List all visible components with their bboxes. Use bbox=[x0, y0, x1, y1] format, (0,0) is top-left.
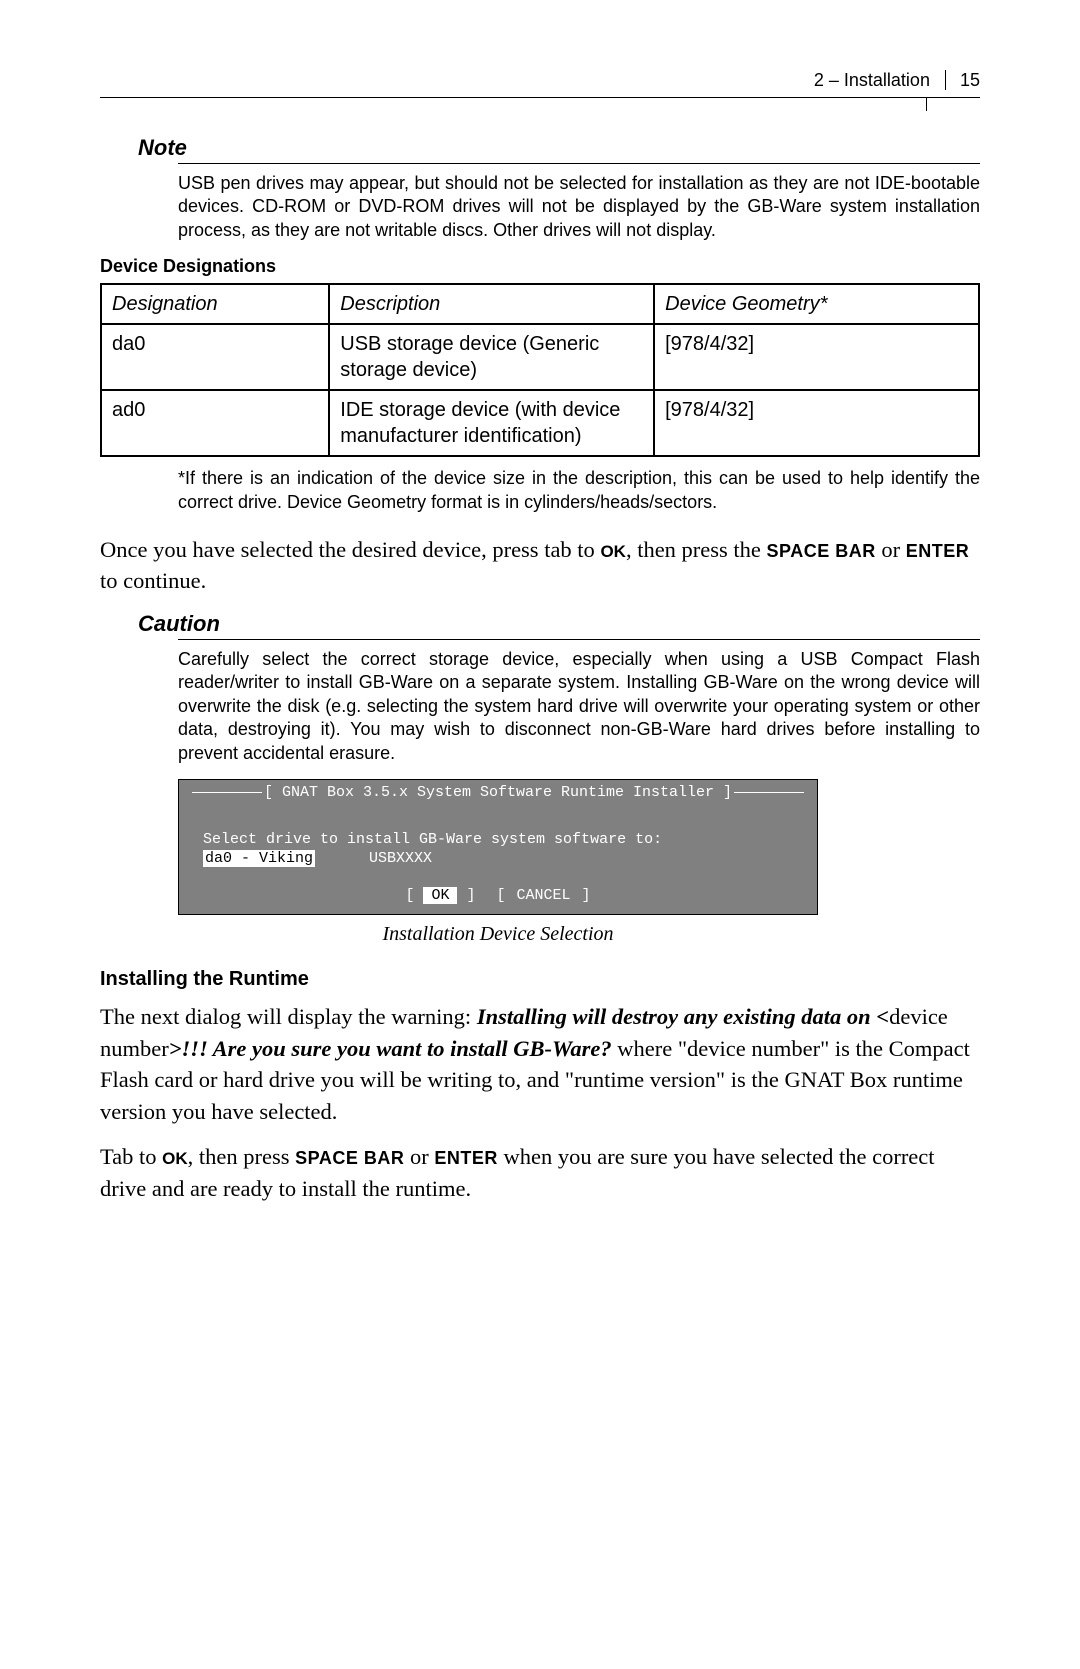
installing-runtime-p1: The next dialog will display the warning… bbox=[100, 1001, 980, 1127]
text: The next dialog will display the warning… bbox=[100, 1004, 477, 1029]
terminal-title-text: [ GNAT Box 3.5.x System Software Runtime… bbox=[264, 784, 732, 801]
note-body: USB pen drives may appear, but should no… bbox=[178, 172, 980, 242]
text: to continue. bbox=[100, 568, 206, 593]
terminal-caption: Installation Device Selection bbox=[178, 923, 818, 946]
terminal-title: [ GNAT Box 3.5.x System Software Runtime… bbox=[179, 784, 817, 801]
cell: [978/4/32] bbox=[654, 390, 979, 456]
note-heading: Note bbox=[138, 135, 980, 161]
cell: [978/4/32] bbox=[654, 324, 979, 390]
terminal-selected-drive[interactable]: da0 - Viking bbox=[203, 850, 315, 867]
terminal-drive-rest: USBXXXX bbox=[369, 850, 432, 867]
installing-runtime-heading: Installing the Runtime bbox=[100, 968, 980, 991]
table-row: ad0 IDE storage device (with device manu… bbox=[101, 390, 979, 456]
page-header: 2 – Installation 15 bbox=[100, 70, 980, 91]
table-header-row: Designation Description Device Geometry* bbox=[101, 284, 979, 324]
caution-heading: Caution bbox=[138, 611, 980, 637]
caution-rule bbox=[178, 639, 980, 640]
enter-key: ENTER bbox=[906, 541, 970, 561]
terminal-drive-line: da0 - Viking USBXXXX bbox=[203, 850, 793, 867]
cell: USB storage device (Generic storage devi… bbox=[329, 324, 654, 390]
ok-label: OK bbox=[423, 887, 457, 904]
terminal-dialog: [ GNAT Box 3.5.x System Software Runtime… bbox=[178, 779, 818, 915]
cell: IDE storage device (with device manufact… bbox=[329, 390, 654, 456]
ok-key: OK bbox=[600, 542, 626, 561]
installing-runtime-p2: Tab to OK, then press SPACE BAR or ENTER… bbox=[100, 1141, 980, 1204]
cell: da0 bbox=[101, 324, 329, 390]
note-rule bbox=[178, 163, 980, 164]
header-separator bbox=[100, 97, 980, 111]
warning-text: >!!! Are you sure you want to install GB… bbox=[169, 1036, 612, 1061]
terminal-buttons: [ OK ] [ CANCEL ] bbox=[179, 887, 817, 904]
text: or bbox=[404, 1144, 434, 1169]
page-number: 15 bbox=[945, 70, 980, 90]
terminal-prompt: Select drive to install GB-Ware system s… bbox=[203, 831, 817, 848]
terminal-cancel-button[interactable]: [ CANCEL ] bbox=[497, 887, 591, 904]
col-designation: Designation bbox=[101, 284, 329, 324]
col-description: Description bbox=[329, 284, 654, 324]
text: Once you have selected the desired devic… bbox=[100, 537, 600, 562]
text: Tab to bbox=[100, 1144, 162, 1169]
text: or bbox=[876, 537, 906, 562]
ok-key: OK bbox=[162, 1149, 188, 1168]
col-geometry: Device Geometry* bbox=[654, 284, 979, 324]
terminal-ok-button[interactable]: [ OK ] bbox=[405, 887, 475, 904]
device-geometry-footnote: *If there is an indication of the device… bbox=[178, 467, 980, 514]
warning-text: Installing will destroy any existing dat… bbox=[477, 1004, 889, 1029]
device-designations-table: Designation Description Device Geometry*… bbox=[100, 283, 980, 457]
cancel-label: CANCEL bbox=[515, 887, 573, 904]
text: , then press bbox=[188, 1144, 295, 1169]
caution-body: Carefully select the correct storage dev… bbox=[178, 648, 980, 765]
device-designations-heading: Device Designations bbox=[100, 256, 980, 277]
header-section: 2 – Installation bbox=[814, 70, 930, 90]
enter-key: ENTER bbox=[434, 1148, 498, 1168]
text: , then press the bbox=[626, 537, 767, 562]
spacebar-key: SPACE BAR bbox=[295, 1148, 404, 1168]
after-table-paragraph: Once you have selected the desired devic… bbox=[100, 534, 980, 597]
table-row: da0 USB storage device (Generic storage … bbox=[101, 324, 979, 390]
cell: ad0 bbox=[101, 390, 329, 456]
spacebar-key: SPACE BAR bbox=[767, 541, 876, 561]
